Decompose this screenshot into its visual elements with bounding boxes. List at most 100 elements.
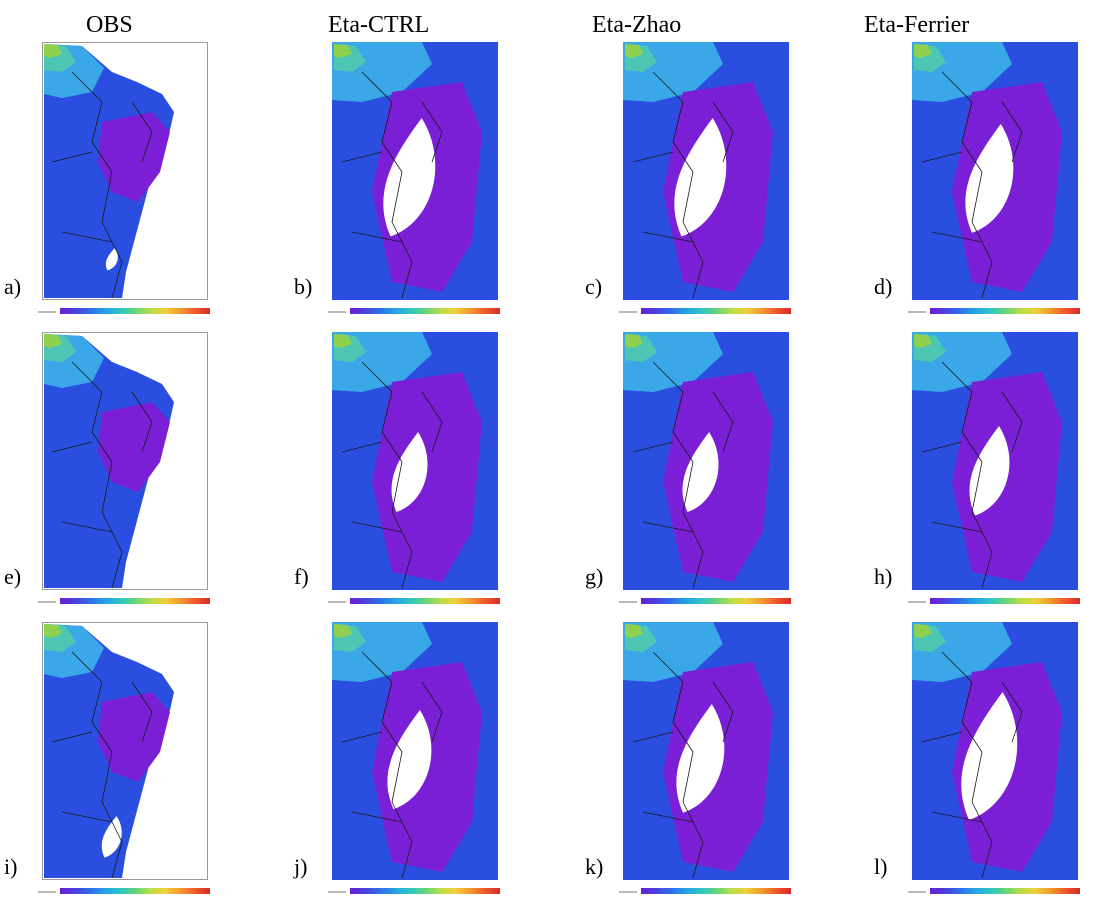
- colorbar: [328, 598, 500, 604]
- panel-label: l): [874, 854, 888, 879]
- map-panel: k): [585, 622, 799, 910]
- panel-label: g): [585, 564, 604, 589]
- wettest-band: [914, 624, 932, 638]
- map-panel: f): [294, 332, 508, 620]
- wettest-band: [44, 44, 62, 58]
- colorbar: [38, 308, 210, 314]
- panel-label: h): [874, 564, 893, 589]
- colorbar: [328, 888, 500, 894]
- map-panel: b): [294, 42, 508, 330]
- wettest-band: [625, 624, 643, 638]
- colorbar-units-mark: [38, 601, 56, 603]
- colorbar-units-mark: [908, 601, 926, 603]
- map-panel: i): [4, 622, 218, 910]
- state-borders: [921, 71, 1023, 299]
- precipitation-map: [332, 42, 498, 300]
- precipitation-map: [912, 332, 1078, 590]
- colorbar: [328, 308, 500, 314]
- wettest-band: [334, 44, 352, 58]
- low-rain-zone: [98, 112, 170, 202]
- map-panel: l): [874, 622, 1088, 910]
- colorbar-gradient: [930, 598, 1080, 604]
- precipitation-map: [42, 42, 208, 300]
- low-rain-zone: [372, 372, 482, 582]
- panel-label: c): [585, 274, 603, 299]
- colorbar-gradient: [350, 308, 500, 314]
- colorbar-units-mark: [619, 601, 637, 603]
- wettest-band: [334, 334, 352, 348]
- colorbar: [908, 598, 1080, 604]
- dry-area: [674, 118, 727, 237]
- dry-area: [105, 248, 118, 271]
- colorbar-units-mark: [619, 311, 637, 313]
- state-borders: [341, 361, 443, 589]
- colorbar-gradient: [930, 308, 1080, 314]
- dry-area: [682, 432, 719, 512]
- column-title-3: Eta-Zhao: [592, 12, 682, 38]
- map-panel: d): [874, 42, 1088, 330]
- colorbar-gradient: [60, 888, 210, 894]
- precipitation-map: [332, 332, 498, 590]
- colorbar-gradient: [350, 598, 500, 604]
- low-rain-zone: [663, 372, 773, 582]
- colorbar-units-mark: [38, 891, 56, 893]
- colorbar-gradient: [930, 888, 1080, 894]
- colorbar-units-mark: [908, 891, 926, 893]
- column-title-1: OBS: [86, 12, 133, 38]
- colorbar: [908, 888, 1080, 894]
- dry-area: [387, 710, 432, 810]
- map-panel: h): [874, 332, 1088, 620]
- colorbar-gradient: [641, 308, 791, 314]
- colorbar: [619, 308, 791, 314]
- colorbar-units-mark: [328, 891, 346, 893]
- precipitation-map: [623, 332, 789, 590]
- wettest-band: [334, 624, 352, 638]
- precipitation-map: [42, 332, 208, 590]
- colorbar-gradient: [641, 598, 791, 604]
- precipitation-map: [332, 622, 498, 880]
- dry-area: [969, 426, 1010, 516]
- map-panel: a): [4, 42, 218, 330]
- colorbar-units-mark: [328, 311, 346, 313]
- state-borders: [921, 361, 1023, 589]
- colorbar-gradient: [60, 598, 210, 604]
- precipitation-map: [912, 622, 1078, 880]
- panel-label: j): [294, 854, 308, 879]
- colorbar-gradient: [350, 888, 500, 894]
- panel-label: i): [4, 854, 18, 879]
- precipitation-map: [912, 42, 1078, 300]
- colorbar: [619, 888, 791, 894]
- precipitation-map: [623, 42, 789, 300]
- dry-area: [101, 816, 122, 858]
- dry-area: [961, 692, 1018, 820]
- state-borders: [632, 71, 734, 299]
- column-title-2: Eta-CTRL: [328, 12, 430, 38]
- panel-label: b): [294, 274, 313, 299]
- map-panel: g): [585, 332, 799, 620]
- column-title-4: Eta-Ferrier: [864, 12, 970, 38]
- dry-area: [391, 432, 428, 512]
- state-borders: [51, 651, 153, 879]
- dry-area: [383, 118, 436, 237]
- map-panel: c): [585, 42, 799, 330]
- panel-label: f): [294, 564, 309, 589]
- colorbar-gradient: [60, 308, 210, 314]
- state-borders: [341, 71, 443, 299]
- wettest-band: [44, 334, 62, 348]
- wettest-band: [625, 44, 643, 58]
- state-borders: [341, 651, 443, 879]
- colorbar-units-mark: [328, 601, 346, 603]
- low-rain-zone: [98, 402, 170, 492]
- precipitation-map: [623, 622, 789, 880]
- panel-label: d): [874, 274, 893, 299]
- map-panel: e): [4, 332, 218, 620]
- colorbar: [908, 308, 1080, 314]
- wettest-band: [914, 334, 932, 348]
- colorbar-gradient: [641, 888, 791, 894]
- colorbar: [619, 598, 791, 604]
- low-rain-zone: [98, 692, 170, 782]
- state-borders: [921, 651, 1023, 879]
- panel-label: k): [585, 854, 604, 879]
- map-panel: j): [294, 622, 508, 910]
- precipitation-map: [42, 622, 208, 880]
